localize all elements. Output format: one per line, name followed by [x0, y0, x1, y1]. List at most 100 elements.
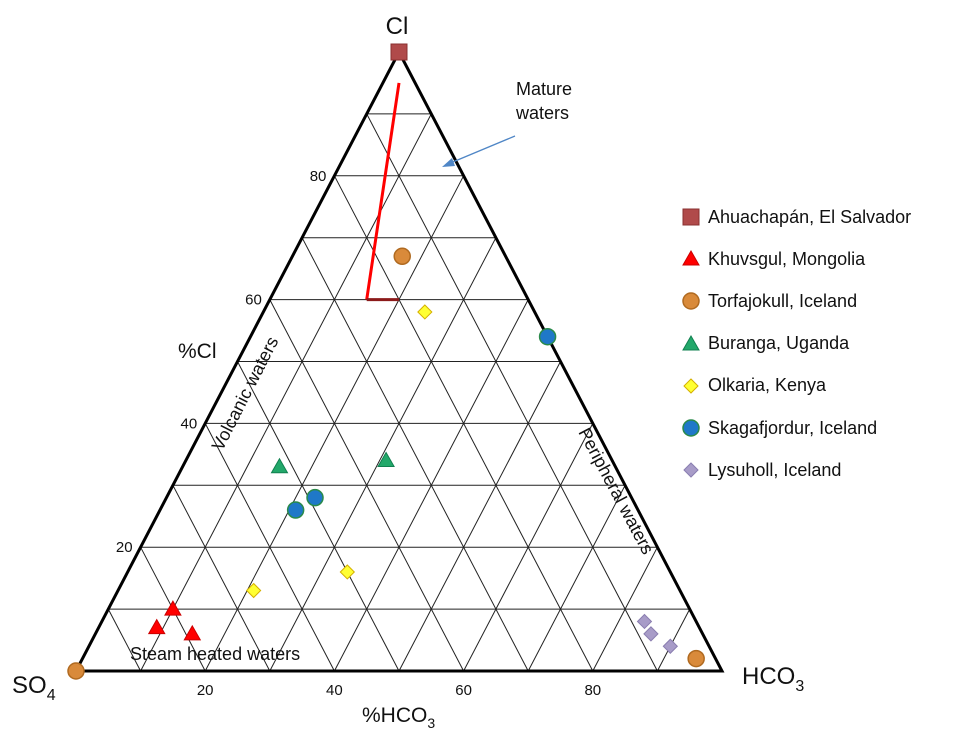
tick-label-hco3: 20 [197, 682, 214, 699]
gridline-so4 [107, 608, 142, 672]
vertex-label-so4-sub: 4 [47, 687, 56, 704]
gridline-hco3 [140, 113, 432, 672]
data-point [662, 638, 679, 654]
legend-marker-circle-icon [680, 417, 702, 439]
data-point [245, 582, 262, 599]
legend-symbol-graphic [682, 250, 700, 266]
tick-label-cl: 80 [310, 168, 327, 185]
tick-label-hco3: 40 [326, 682, 343, 699]
tick-label-hco3: 60 [455, 682, 472, 699]
data-point [306, 488, 324, 507]
legend-item: Khuvsgul, Mongolia [680, 238, 955, 280]
legend-symbol-graphic [682, 419, 700, 437]
legend-item: Ahuachapán, El Salvador [680, 196, 955, 238]
data-point [377, 451, 395, 468]
vertex-label-cl: Cl [386, 13, 409, 40]
legend-label: Khuvsgul, Mongolia [708, 248, 866, 269]
mature-waters-arrow [442, 135, 516, 167]
legend-marker [683, 462, 699, 478]
vertex-label-hco3-main: HCO [742, 663, 795, 690]
region-label-mature-line2: waters [515, 103, 569, 123]
legend-label: Buranga, Uganda [708, 333, 850, 354]
data-point [286, 501, 305, 519]
mature-waters-zone [365, 82, 401, 302]
gridline-so4 [237, 361, 400, 672]
data-point [67, 662, 85, 680]
tick-label-cl: 60 [245, 292, 262, 309]
legend-marker [682, 419, 700, 437]
region-label-steam-heated: Steam heated waters [130, 644, 300, 664]
vertex-label-hco3-sub: 3 [795, 678, 804, 695]
grid [107, 113, 691, 672]
data-point [393, 247, 411, 266]
legend-item: Skagafjordur, Iceland [680, 407, 955, 449]
legend-marker [682, 334, 700, 351]
legend-label: Skagafjordur, Iceland [708, 417, 878, 438]
data-point [390, 43, 408, 61]
legend-label: Torfajokull, Iceland [708, 290, 858, 311]
legend-marker-triangle-icon [680, 248, 702, 270]
data-point [538, 327, 557, 346]
data-points [67, 43, 705, 680]
gridline-hco3 [269, 237, 497, 672]
legend-symbol-graphic [682, 334, 700, 351]
tick-label-cl: 40 [181, 415, 198, 432]
legend-item: Buranga, Uganda [680, 323, 955, 365]
legend-symbol-graphic [683, 462, 699, 478]
legend-item: Olkaria, Kenya [680, 365, 955, 407]
vertex-label-so4: SO4 [12, 672, 56, 704]
axis-title-hco3: %HCO3 [362, 704, 435, 731]
legend-marker [682, 208, 700, 226]
vertex-label-hco3: HCO3 [742, 663, 804, 695]
gridline-hco3 [398, 361, 561, 672]
legend-marker-diamond-icon [680, 459, 702, 481]
legend-label: Ahuachapán, El Salvador [708, 206, 912, 227]
data-point [643, 626, 659, 642]
legend-marker [682, 292, 700, 311]
vertex-label-so4-main: SO [12, 672, 47, 699]
arrow-shaft [447, 135, 516, 165]
legend-item: Lysuholl, Iceland [680, 449, 955, 491]
data-point [183, 624, 202, 641]
legend-symbol-graphic [682, 292, 700, 311]
mature-boundary-line [365, 82, 401, 300]
legend-marker-triangle-icon [680, 333, 702, 355]
triangle-frame [73, 48, 725, 673]
data-point [270, 457, 289, 474]
legend-marker-diamond-icon [680, 375, 702, 397]
legend: Ahuachapán, El Salvador Khuvsgul, Mongol… [680, 196, 955, 491]
legend-label: Olkaria, Kenya [708, 375, 827, 396]
legend-symbol-graphic [682, 208, 700, 226]
gridline-so4 [204, 423, 335, 672]
legend-marker [683, 378, 699, 394]
legend-symbol-graphic [683, 378, 699, 394]
axis-title-hco3-main: %HCO [362, 704, 427, 727]
tick-label-hco3: 80 [584, 682, 601, 699]
legend-label: Lysuholl, Iceland [708, 459, 842, 480]
gridline-hco3 [463, 423, 594, 672]
data-point [147, 618, 166, 635]
axis-title-cl: %Cl [178, 340, 217, 363]
data-point [339, 564, 356, 580]
gridline-so4 [301, 237, 529, 672]
data-point [164, 600, 182, 616]
arrow-head-icon [442, 158, 455, 167]
tick-labels: 20 40 60 80 20 40 60 80 [116, 168, 601, 699]
region-label-mature: Mature waters [515, 79, 577, 123]
region-label-mature-line1: Mature [516, 79, 572, 99]
legend-marker-circle-icon [680, 290, 702, 312]
legend-marker-square-icon [680, 206, 702, 228]
legend-item: Torfajokull, Iceland [680, 280, 955, 322]
axis-title-hco3-sub: 3 [427, 715, 435, 731]
triangle-outline [73, 48, 725, 673]
gridline-so4 [366, 113, 658, 672]
region-label-peripheral: Peripheral waters [574, 424, 657, 557]
tick-label-cl: 20 [116, 539, 133, 556]
data-point [687, 649, 705, 668]
data-point [636, 613, 653, 630]
legend-marker [682, 250, 700, 266]
gridline-hco3 [592, 546, 658, 672]
gridline-so4 [172, 485, 271, 672]
data-point [417, 304, 433, 320]
